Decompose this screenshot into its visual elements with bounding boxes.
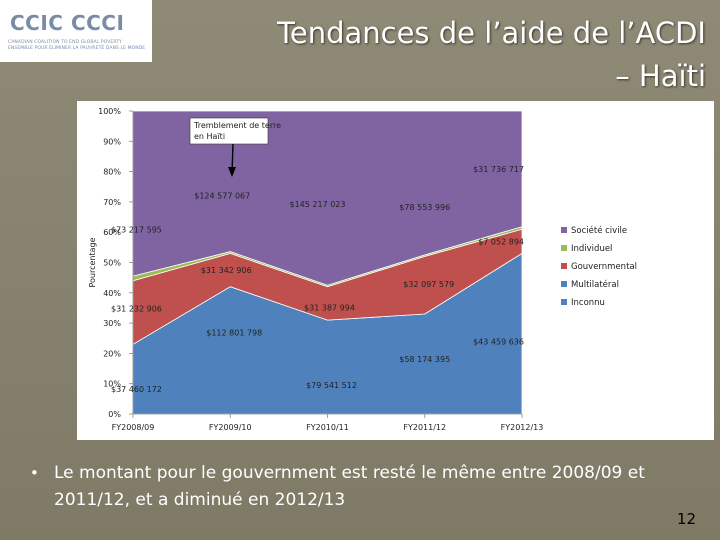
data-label: $58 174 395 xyxy=(399,355,450,364)
logo-tagline: CANADIAN COALITION TO END GLOBAL POVERTY… xyxy=(8,40,148,52)
data-label: $31 232 906 xyxy=(111,304,162,313)
y-axis-title: Pourcentage xyxy=(88,237,97,287)
logo-tagline-line2: ENSEMBLE POUR ÉLIMINER LA PAUVRETÉ DANS … xyxy=(8,46,146,51)
data-label: $145 217 023 xyxy=(290,200,346,209)
x-tick-label: FY2011/12 xyxy=(403,423,446,432)
legend-label: Multilatéral xyxy=(571,279,619,290)
bullet-icon: • xyxy=(30,464,39,482)
data-label: $31 342 906 xyxy=(201,266,252,275)
area-series-4 xyxy=(132,110,523,286)
data-label: $31 736 717 xyxy=(473,165,524,174)
legend-label: Société civile xyxy=(571,225,627,236)
legend-label: Gouvernmental xyxy=(571,262,637,272)
data-label: $112 801 798 xyxy=(206,328,262,337)
ccic-logo: CCIC CCCI CANADIAN COALITION TO END GLOB… xyxy=(0,0,152,62)
legend-swatch xyxy=(561,227,567,233)
slide-title-line1: Tendances de l’aide de l’ACDI xyxy=(277,16,706,50)
y-tick-label: 70% xyxy=(103,198,121,207)
y-tick-label: 80% xyxy=(103,168,121,177)
bullet-text: Le montant pour le gouvernment est resté… xyxy=(54,463,645,510)
data-label: $31 387 994 xyxy=(304,303,355,312)
logo-text: CCIC CCCI xyxy=(10,11,125,35)
data-label: $37 460 172 xyxy=(111,385,162,394)
slide-title: Tendances de l’aide de l’ACDI – Haïti xyxy=(186,12,706,98)
slide-number: 12 xyxy=(676,510,696,528)
y-tick-label: 50% xyxy=(103,259,121,268)
y-tick-label: 60% xyxy=(103,228,121,237)
x-tick-label: FY2009/10 xyxy=(209,423,252,432)
y-tick-label: 40% xyxy=(103,289,121,298)
data-label: $73 217 595 xyxy=(111,226,162,235)
chart-container: 0% 10% 20% 30% 40% 50% 60% 70% 80% 90% 100% Pourcen… xyxy=(77,101,714,440)
y-tick-label: 30% xyxy=(103,319,121,328)
legend-swatch xyxy=(561,281,567,287)
y-tick-label: 0% xyxy=(108,410,121,419)
y-tick-label: 90% xyxy=(103,137,121,146)
data-label: $79 541 512 xyxy=(306,381,357,390)
area-chart: 0% 10% 20% 30% 40% 50% 60% 70% 80% 90% 100% Pourcen… xyxy=(88,107,637,432)
data-label: $78 553 996 xyxy=(399,203,450,212)
data-label: $124 577 067 xyxy=(194,191,250,200)
legend-swatch xyxy=(561,299,567,305)
legend-swatch xyxy=(561,245,567,251)
logo-tagline-line1: CANADIAN COALITION TO END GLOBAL POVERTY xyxy=(8,40,122,45)
legend-label: Inconnu xyxy=(571,298,605,308)
y-tick-label: 20% xyxy=(103,349,121,358)
slide-title-line2: – Haïti xyxy=(615,59,706,93)
data-label: $32 097 579 xyxy=(403,280,454,289)
annotation-text-line2: en Haïti xyxy=(194,132,225,141)
x-tick-label: FY2008/09 xyxy=(112,423,155,432)
y-tick-label: 10% xyxy=(103,380,121,389)
legend-label: Individuel xyxy=(571,244,612,254)
x-tick-label: FY2010/11 xyxy=(306,423,349,432)
annotation-text-line1: Tremblement de terre xyxy=(193,121,281,130)
data-label: $7 052 894 xyxy=(478,237,524,246)
y-tick-label: 100% xyxy=(98,107,121,116)
x-tick-label: FY2012/13 xyxy=(501,423,544,432)
legend-swatch xyxy=(561,263,567,269)
data-label: $43 459 636 xyxy=(473,338,524,347)
logo-wordmark: CCIC CCCI xyxy=(10,8,150,38)
annotation-arrow-head xyxy=(228,167,236,177)
annotation-box xyxy=(189,117,269,145)
